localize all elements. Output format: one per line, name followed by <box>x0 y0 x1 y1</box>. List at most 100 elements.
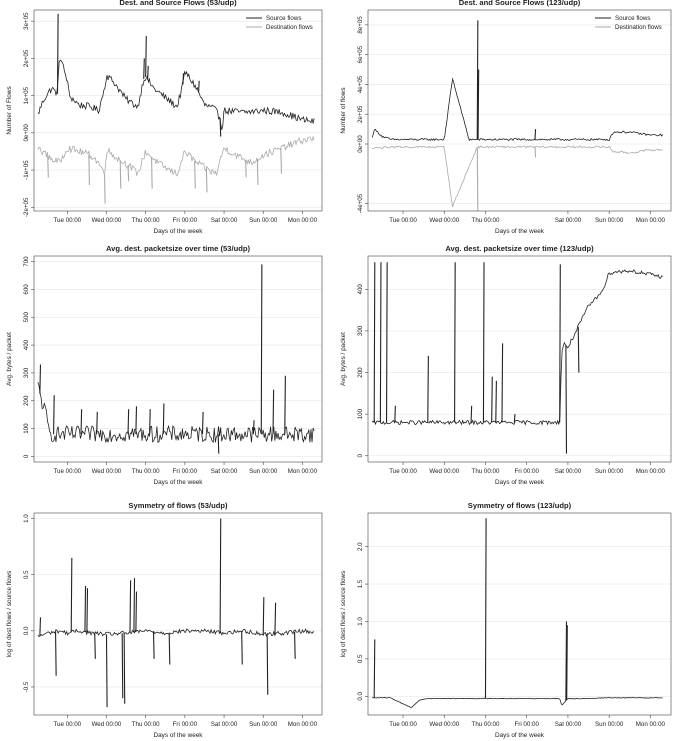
series-spike <box>147 65 149 80</box>
x-tick-label: Tue 00:00 <box>389 468 417 475</box>
series-spike <box>123 633 126 704</box>
series-spike <box>127 409 130 435</box>
x-tick-label: Mon 00:00 <box>636 721 666 728</box>
x-tick-label: Thu 00:00 <box>132 217 160 224</box>
x-tick-label: Tue 00:00 <box>53 217 81 224</box>
series-spike <box>56 13 59 94</box>
series-spike <box>534 146 537 158</box>
x-tick-label: Sun 00:00 <box>249 217 278 224</box>
y-tick-label: 0e+00 <box>357 135 364 153</box>
series-spike <box>256 158 259 185</box>
chart-panel-6: Symmetry of flows (123/udp) 0.0 0.5 1.0 1.5 2… <box>340 501 672 739</box>
x-axis-label: Days of the week <box>495 228 545 235</box>
legend-label: Destination flows <box>266 24 313 31</box>
series-spike <box>198 80 200 93</box>
y-tick-label: 0.5 <box>357 654 364 663</box>
x-tick-label: Sun 00:00 <box>595 468 624 475</box>
series-spike <box>241 631 243 665</box>
series-spike <box>105 634 108 708</box>
y-tick-label: 100 <box>23 423 30 434</box>
x-tick-label: Sun 00:00 <box>249 721 278 728</box>
x-tick-label: Sun 00:00 <box>595 721 624 728</box>
chart-title: Dest. and Source Flows (53/udp) <box>119 0 237 7</box>
series-spike <box>53 395 55 435</box>
series-spike <box>84 585 87 632</box>
series-spike <box>373 639 376 698</box>
x-tick-label: Fri 00:00 <box>515 468 540 475</box>
y-tick-label: 0 <box>357 453 364 457</box>
x-tick-label: Mon 00:00 <box>288 721 318 728</box>
series-spike <box>484 518 487 699</box>
x-tick-label: Fri 00:00 <box>173 721 198 728</box>
series-spike <box>127 165 130 182</box>
x-tick-label: Thu 00:00 <box>132 468 160 475</box>
series-spike <box>129 580 132 633</box>
y-tick-label: 4e+05 <box>357 75 364 93</box>
plot-frame <box>367 255 672 463</box>
series-spike <box>194 160 196 189</box>
series-spike <box>205 168 208 193</box>
series-spike <box>394 405 396 423</box>
x-tick-label: Sat 00:00 <box>211 721 238 728</box>
y-tick-label: 500 <box>23 312 30 323</box>
series-line-1 <box>371 269 663 426</box>
y-tick-label: 1e+05 <box>23 86 30 104</box>
series-spike <box>55 631 57 676</box>
x-tick-label: Thu 00:00 <box>472 217 500 224</box>
series-spike <box>217 434 220 454</box>
series-spike <box>168 632 171 665</box>
y-axis-label: Number of flows <box>340 87 347 133</box>
plot-frame <box>367 9 672 212</box>
y-tick-label: 300 <box>23 367 30 378</box>
series-spike <box>280 148 283 174</box>
series-spike <box>182 73 185 85</box>
y-tick-label: 200 <box>23 395 30 406</box>
y-tick-label: 0 <box>23 454 30 458</box>
series-spike <box>151 157 153 189</box>
series-spike <box>80 409 83 435</box>
series-spike <box>133 578 136 633</box>
series-spike <box>386 262 388 423</box>
chart-panel-4: Avg. dest. packetsize over time (123/udp… <box>340 244 672 486</box>
series-spike <box>260 264 263 435</box>
series-spike <box>94 633 96 659</box>
legend-label: Destination flows <box>615 24 662 31</box>
series-spike <box>284 375 286 435</box>
x-tick-label: Sun 00:00 <box>249 468 278 475</box>
series-spike <box>534 129 537 140</box>
series-spike <box>476 146 479 212</box>
series-spike <box>470 405 473 423</box>
x-tick-label: Tue 00:00 <box>389 721 417 728</box>
y-axis-label: log of dest flows / source flows <box>340 571 347 658</box>
y-tick-label: -4e+05 <box>357 193 364 213</box>
plot-frame <box>33 9 323 212</box>
series-spike <box>39 617 42 636</box>
chart-panel-5: Symmetry of flows (53/udp) -0.5 0.0 0.5 1.0 T… <box>6 501 323 739</box>
x-tick-label: Sat 00:00 <box>555 468 582 475</box>
y-tick-label: 2e+05 <box>23 49 30 67</box>
x-tick-label: Sat 00:00 <box>211 217 238 224</box>
plot-frame <box>367 512 672 716</box>
y-tick-label: 6e+05 <box>357 45 364 63</box>
y-tick-label: 600 <box>23 284 30 295</box>
series-spike <box>143 58 145 79</box>
series-spike <box>501 343 504 423</box>
series-spike <box>219 117 222 137</box>
chart-title: Avg. dest. packetsize over time (123/udp… <box>445 244 594 253</box>
chart-title: Symmetry of flows (53/udp) <box>128 501 228 510</box>
y-tick-label: 0.0 <box>23 626 30 635</box>
x-tick-label: Sat 00:00 <box>555 217 582 224</box>
x-axis-label: Days of the week <box>495 479 545 486</box>
series-spike <box>513 414 516 423</box>
y-axis-label: log of dest flows / source flows <box>6 571 13 658</box>
series-spike <box>294 631 296 659</box>
series-spike <box>245 159 247 178</box>
series-spike <box>452 204 454 207</box>
series-spike <box>88 154 91 185</box>
y-tick-label: 0.5 <box>23 570 30 579</box>
series-spike <box>39 364 42 394</box>
series-spike <box>565 621 568 701</box>
x-tick-label: Mon 00:00 <box>288 217 318 224</box>
series-spike <box>96 411 98 435</box>
y-tick-label: -2e+05 <box>23 197 30 217</box>
